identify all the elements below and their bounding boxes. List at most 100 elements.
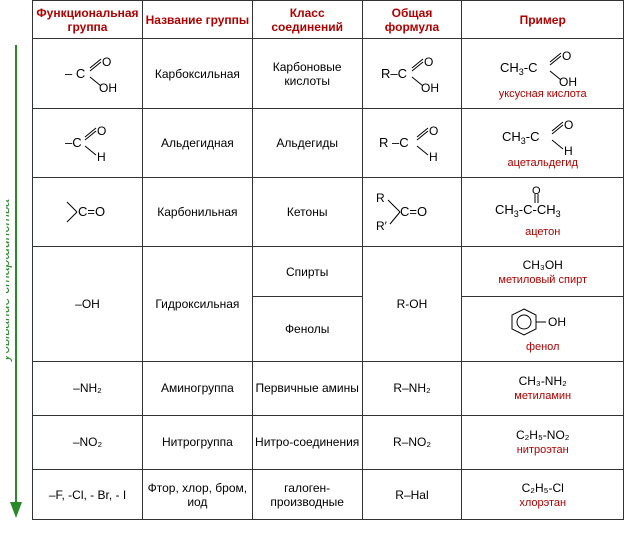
example-name: ацетон <box>525 226 560 238</box>
svg-text:OH: OH <box>559 75 577 86</box>
class-cell: галоген-производные <box>252 470 362 520</box>
example-name: метиловый спирт <box>498 274 587 286</box>
example-formula: C₂H₅-NO₂ <box>516 428 569 442</box>
svg-text:C=O: C=O <box>78 204 105 219</box>
svg-text:R–C: R–C <box>381 66 407 81</box>
svg-text:R: R <box>376 191 385 205</box>
group-name-cell: Карбоксильная <box>142 39 252 109</box>
svg-text:O: O <box>564 118 573 132</box>
priority-arrow-column: убывание старшинства <box>0 0 32 520</box>
group-name-cell: Нитрогруппа <box>142 415 252 469</box>
functional-group-cell: –OH <box>33 247 143 361</box>
table-row: –NO₂ Нитрогруппа Нитро-соединения R–NO₂ … <box>33 415 624 469</box>
table-row: –C O H Альдегидная Альдегиды R –C O <box>33 109 624 178</box>
example-cell: C₂H₅-Cl хлорэтан <box>462 470 624 520</box>
svg-text:CH3-C: CH3-C <box>500 60 538 77</box>
svg-text:O: O <box>532 186 541 197</box>
table-row: –F, -Cl, - Br, - I Фтор, хлор, бром, иод… <box>33 470 624 520</box>
class-cell: Кетоны <box>252 178 362 247</box>
formula-cell: R–NO₂ <box>362 415 462 469</box>
header-formula: Общая формула <box>362 1 462 39</box>
formula-cell: R–NH₂ <box>362 361 462 415</box>
formula-cell: R –C O H <box>362 109 462 178</box>
functional-group-cell: –NH₂ <box>33 361 143 415</box>
example-formula: CH₃OH <box>523 258 563 272</box>
class-cell: Фенолы <box>252 297 362 362</box>
svg-text:OH: OH <box>421 81 439 94</box>
example-name: ацетальдегид <box>508 157 578 169</box>
svg-text:OH: OH <box>99 81 117 94</box>
table-row: –OH Гидроксильная Спирты R-OH CH₃OH мети… <box>33 247 624 297</box>
acetic-acid-icon: CH3-C O OH <box>498 48 588 86</box>
acetone-icon: CH3-C-CH3 O <box>493 186 593 224</box>
header-example: Пример <box>462 1 624 39</box>
svg-text:H: H <box>429 150 438 163</box>
functional-group-cell: –F, -Cl, - Br, - I <box>33 470 143 520</box>
svg-text:O: O <box>102 55 111 69</box>
example-cell: CH3-C O H ацетальдегид <box>462 109 624 178</box>
functional-groups-table: Функциональная группа Название группы Кл… <box>32 0 624 520</box>
example-cell: CH3-C O OH уксусная кислота <box>462 39 624 109</box>
rr-co-icon: R R′ C=O <box>372 190 452 234</box>
class-cell: Нитро-соединения <box>252 415 362 469</box>
formula-cell: R-OH <box>362 247 462 361</box>
svg-text:R –C: R –C <box>379 135 409 150</box>
class-cell: Альдегиды <box>252 109 362 178</box>
example-cell: C₂H₅-NO₂ нитроэтан <box>462 415 624 469</box>
example-formula: C₂H₅-Cl <box>522 481 564 495</box>
svg-text:R′: R′ <box>376 219 388 233</box>
example-cell: CH3-C-CH3 O ацетон <box>462 178 624 247</box>
cho-group-icon: –C O H <box>57 123 117 163</box>
svg-text:H: H <box>564 144 573 155</box>
svg-text:H: H <box>97 150 106 163</box>
group-name-cell: Аминогруппа <box>142 361 252 415</box>
example-name: хлорэтан <box>519 497 566 509</box>
header-functional-group: Функциональная группа <box>33 1 143 39</box>
class-cell: Спирты <box>252 247 362 297</box>
example-cell: CH₃OH метиловый спирт <box>462 247 624 297</box>
table-row: C=O Карбонильная Кетоны R R′ C=O <box>33 178 624 247</box>
svg-text:– C: – C <box>65 66 85 81</box>
svg-text:OH: OH <box>548 315 566 329</box>
co-group-icon: C=O <box>57 194 117 230</box>
svg-text:C=O: C=O <box>400 204 427 219</box>
group-name-cell: Карбонильная <box>142 178 252 247</box>
group-name-cell: Гидроксильная <box>142 247 252 361</box>
acetaldehyde-icon: CH3-C O H <box>498 117 588 155</box>
header-group-name: Название группы <box>142 1 252 39</box>
formula-cell: R–C O OH <box>362 39 462 109</box>
group-name-cell: Фтор, хлор, бром, иод <box>142 470 252 520</box>
arrow-down-icon: убывание старшинства <box>6 40 26 520</box>
svg-text:CH3-C: CH3-C <box>502 129 540 146</box>
table-row: –NH₂ Аминогруппа Первичные амины R–NH₂ C… <box>33 361 624 415</box>
example-cell: CH₃-NH₂ метиламин <box>462 361 624 415</box>
phenol-icon: OH <box>508 305 578 339</box>
formula-cell: R R′ C=O <box>362 178 462 247</box>
example-name: нитроэтан <box>517 444 569 456</box>
svg-text:O: O <box>562 49 571 63</box>
svg-text:–C: –C <box>65 135 82 150</box>
svg-text:O: O <box>97 124 106 138</box>
functional-group-cell: – C O OH <box>33 39 143 109</box>
functional-group-cell: C=O <box>33 178 143 247</box>
svg-text:убывание старшинства: убывание старшинства <box>6 199 12 362</box>
example-name: метиламин <box>514 390 571 402</box>
example-formula: CH₃-NH₂ <box>519 374 567 388</box>
header-row: Функциональная группа Название группы Кл… <box>33 1 624 39</box>
svg-text:CH3-C-CH3: CH3-C-CH3 <box>495 202 561 219</box>
r-cooh-icon: R–C O OH <box>377 54 447 94</box>
example-cell: OH фенол <box>462 297 624 362</box>
class-cell: Первичные амины <box>252 361 362 415</box>
table-row: – C O OH Карбоксильная Карбоновые кислот… <box>33 39 624 109</box>
functional-group-cell: –NO₂ <box>33 415 143 469</box>
svg-text:O: O <box>424 55 433 69</box>
cooh-group-icon: – C O OH <box>57 54 117 94</box>
r-cho-icon: R –C O H <box>377 123 447 163</box>
group-name-cell: Альдегидная <box>142 109 252 178</box>
example-name: фенол <box>526 341 560 353</box>
functional-group-cell: –C O H <box>33 109 143 178</box>
example-name: уксусная кислота <box>499 88 587 100</box>
formula-cell: R–Hal <box>362 470 462 520</box>
svg-text:O: O <box>429 124 438 138</box>
class-cell: Карбоновые кислоты <box>252 39 362 109</box>
